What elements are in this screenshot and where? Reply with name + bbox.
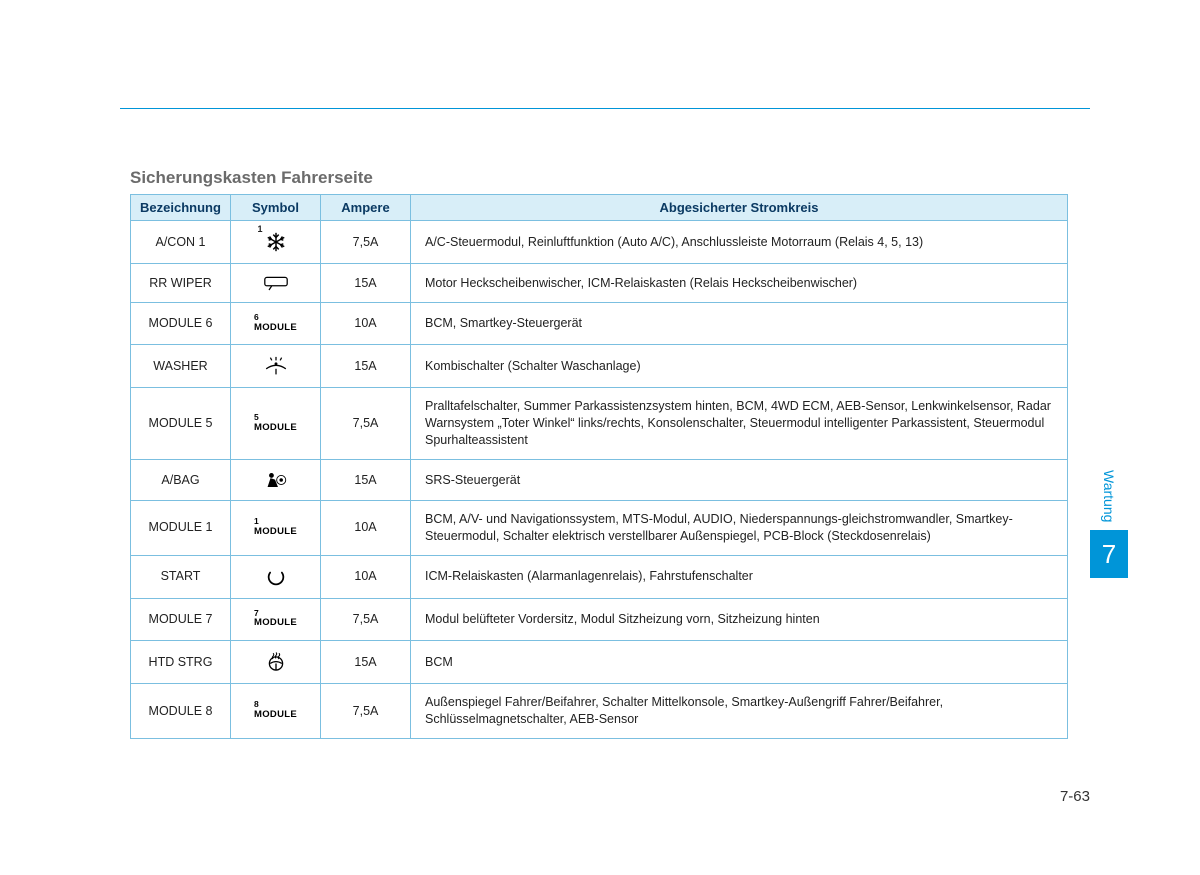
fuse-name: MODULE 6 <box>131 303 231 345</box>
side-tab: Wartung 7 <box>1090 470 1128 578</box>
fuse-symbol: 1MODULE <box>231 501 321 556</box>
start-icon <box>264 569 288 583</box>
fuse-circuit: A/C-Steuermodul, Reinluftfunktion (Auto … <box>411 221 1068 264</box>
col-header-name: Bezeichnung <box>131 195 231 221</box>
fuse-circuit: Kombischalter (Schalter Waschanlage) <box>411 345 1068 388</box>
fuse-circuit: Modul belüfteter Vordersitz, Modul Sitzh… <box>411 598 1068 640</box>
module-icon: 6MODULE <box>254 313 297 332</box>
fuse-name: MODULE 1 <box>131 501 231 556</box>
module-icon: 8MODULE <box>254 700 297 719</box>
fuse-name: MODULE 7 <box>131 598 231 640</box>
table-row: MODULE 8 8MODULE 7,5AAußenspiegel Fahrer/B… <box>131 684 1068 739</box>
fuse-name: MODULE 5 <box>131 388 231 460</box>
fuse-table: Bezeichnung Symbol Ampere Abgesicherter … <box>130 194 1068 739</box>
washer-icon <box>262 359 290 373</box>
fuse-ampere: 7,5A <box>321 684 411 739</box>
col-header-ampere: Ampere <box>321 195 411 221</box>
heated-steering-icon <box>264 654 288 668</box>
fuse-ampere: 7,5A <box>321 598 411 640</box>
fuse-symbol: 8MODULE <box>231 684 321 739</box>
fuse-circuit: BCM <box>411 641 1068 684</box>
table-row: A/CON 1 1 7,5AA/C-Steuermodul, Reinluftf… <box>131 221 1068 264</box>
fuse-name: A/BAG <box>131 460 231 501</box>
fuse-symbol <box>231 641 321 684</box>
fuse-circuit: Motor Heckscheibenwischer, ICM-Relaiskas… <box>411 264 1068 303</box>
fuse-name: HTD STRG <box>131 641 231 684</box>
fuse-symbol <box>231 460 321 501</box>
col-header-circuit: Abgesicherter Stromkreis <box>411 195 1068 221</box>
fuse-symbol <box>231 264 321 303</box>
fuse-ampere: 10A <box>321 501 411 556</box>
fuse-circuit: Außenspiegel Fahrer/Beifahrer, Schalter … <box>411 684 1068 739</box>
fuse-name: WASHER <box>131 345 231 388</box>
fuse-name: START <box>131 555 231 598</box>
fuse-ampere: 10A <box>321 303 411 345</box>
fuse-symbol: 5MODULE <box>231 388 321 460</box>
module-icon: 1MODULE <box>254 517 297 536</box>
fuse-ampere: 15A <box>321 345 411 388</box>
table-row: A/BAG 15ASRS-Steuergerät <box>131 460 1068 501</box>
module-icon: 7MODULE <box>254 609 297 628</box>
page-number: 7-63 <box>1060 788 1090 805</box>
fuse-ampere: 15A <box>321 460 411 501</box>
fuse-circuit: BCM, Smartkey-Steuergerät <box>411 303 1068 345</box>
table-row: WASHER 15AKombischalter (Schalter Wascha… <box>131 345 1068 388</box>
fuse-name: A/CON 1 <box>131 221 231 264</box>
table-row: MODULE 1 1MODULE 10ABCM, A/V- und Navigati… <box>131 501 1068 556</box>
fuse-ampere: 7,5A <box>321 388 411 460</box>
fuse-name: RR WIPER <box>131 264 231 303</box>
fuse-symbol: 6MODULE <box>231 303 321 345</box>
snowflake-icon: 1 <box>265 231 287 253</box>
fuse-symbol <box>231 345 321 388</box>
table-row: START 10AICM-Relaiskasten (Alarmanlagenr… <box>131 555 1068 598</box>
table-row: MODULE 7 7MODULE 7,5AModul belüfteter Vord… <box>131 598 1068 640</box>
airbag-icon <box>263 472 289 486</box>
table-row: MODULE 6 6MODULE 10ABCM, Smartkey-Steuerge… <box>131 303 1068 345</box>
fuse-circuit: Pralltafelschalter, Summer Parkassistenz… <box>411 388 1068 460</box>
col-header-symbol: Symbol <box>231 195 321 221</box>
fuse-circuit: SRS-Steuergerät <box>411 460 1068 501</box>
fuse-ampere: 15A <box>321 641 411 684</box>
table-row: MODULE 5 5MODULE 7,5APralltafelschalter, S… <box>131 388 1068 460</box>
fuse-ampere: 15A <box>321 264 411 303</box>
fuse-symbol <box>231 555 321 598</box>
side-label: Wartung <box>1101 470 1117 522</box>
section-title: Sicherungskasten Fahrerseite <box>130 168 1090 188</box>
module-icon: 5MODULE <box>254 413 297 432</box>
fuse-name: MODULE 8 <box>131 684 231 739</box>
fuse-circuit: ICM-Relaiskasten (Alarmanlagenrelais), F… <box>411 555 1068 598</box>
fuse-symbol: 1 <box>231 221 321 264</box>
chapter-badge: 7 <box>1090 530 1128 578</box>
fuse-ampere: 7,5A <box>321 221 411 264</box>
fuse-circuit: BCM, A/V- und Navigationssystem, MTS-Mod… <box>411 501 1068 556</box>
table-row: HTD STRG 15ABCM <box>131 641 1068 684</box>
fuse-symbol: 7MODULE <box>231 598 321 640</box>
page: Sicherungskasten Fahrerseite Bezeichnung… <box>0 0 1200 875</box>
wiper-icon <box>262 275 290 289</box>
fuse-ampere: 10A <box>321 555 411 598</box>
table-row: RR WIPER 15AMotor Heckscheibenwischer, I… <box>131 264 1068 303</box>
